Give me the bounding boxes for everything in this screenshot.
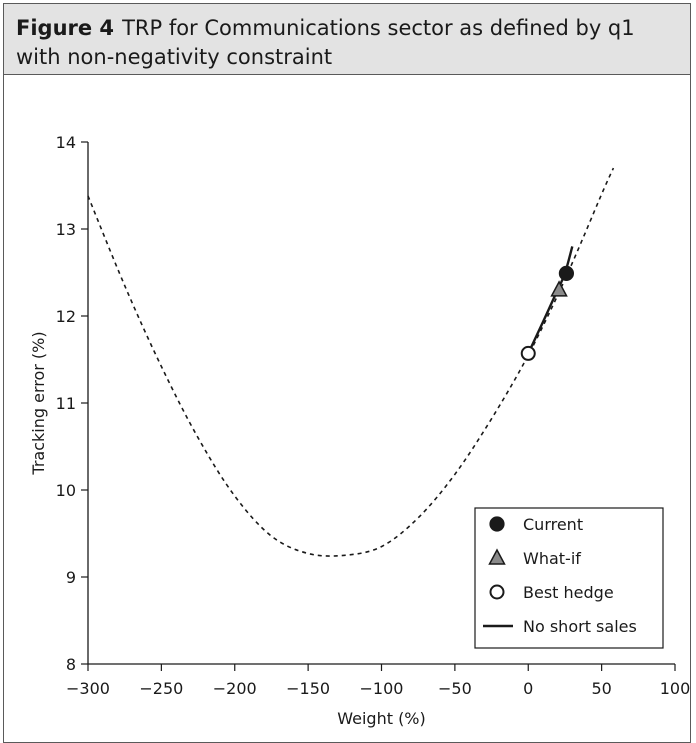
legend-label-what-if: What-if — [523, 549, 581, 568]
legend-marker-best-hedge — [489, 584, 505, 600]
x-ticks: −300 −250 −200 −150 −100 −50 0 50 100 — [66, 664, 690, 698]
x-tick-label: −300 — [66, 679, 110, 698]
point-current — [558, 265, 575, 281]
figure-label: Figure 4 — [16, 16, 115, 40]
point-best-hedge — [520, 345, 536, 361]
y-tick-label: 13 — [56, 220, 76, 239]
y-tick-label: 11 — [56, 394, 76, 413]
legend-label-best-hedge: Best hedge — [523, 583, 614, 602]
series — [87, 167, 615, 557]
x-tick-label: −50 — [438, 679, 472, 698]
y-ticks: 8 9 10 11 12 13 14 — [56, 133, 88, 674]
point-what-if — [550, 280, 568, 297]
x-tick-label: 0 — [523, 679, 533, 698]
legend: Current What-if Best hedge No short sales — [474, 507, 664, 649]
y-tick-label: 10 — [56, 481, 76, 500]
legend-marker-what-if — [488, 548, 506, 565]
x-tick-label: −100 — [360, 679, 404, 698]
y-axis-title: Tracking error (%) — [29, 331, 48, 475]
legend-label-no-short-sales: No short sales — [523, 617, 637, 636]
x-tick-label: −200 — [213, 679, 257, 698]
legend-label-current: Current — [523, 515, 583, 534]
figure-frame: Figure 4 TRP for Communications sector as… — [3, 3, 691, 743]
legend-marker-current — [489, 516, 505, 532]
y-tick-label: 14 — [56, 133, 76, 152]
x-tick-label: 50 — [591, 679, 611, 698]
x-tick-label: −150 — [286, 679, 330, 698]
x-tick-label: −250 — [139, 679, 183, 698]
y-tick-label: 12 — [56, 307, 76, 326]
x-tick-label: 100 — [660, 679, 691, 698]
tracking-error-curve — [87, 167, 615, 557]
y-tick-label: 9 — [66, 568, 76, 587]
y-tick-label: 8 — [66, 655, 76, 674]
legend-box — [474, 507, 664, 649]
figure-title-band: Figure 4 TRP for Communications sector as… — [4, 4, 690, 75]
figure-caption: TRP for Communications sector as defined… — [16, 16, 635, 69]
no-short-sales-line — [527, 246, 574, 354]
x-axis-title: Weight (%) — [337, 709, 426, 728]
